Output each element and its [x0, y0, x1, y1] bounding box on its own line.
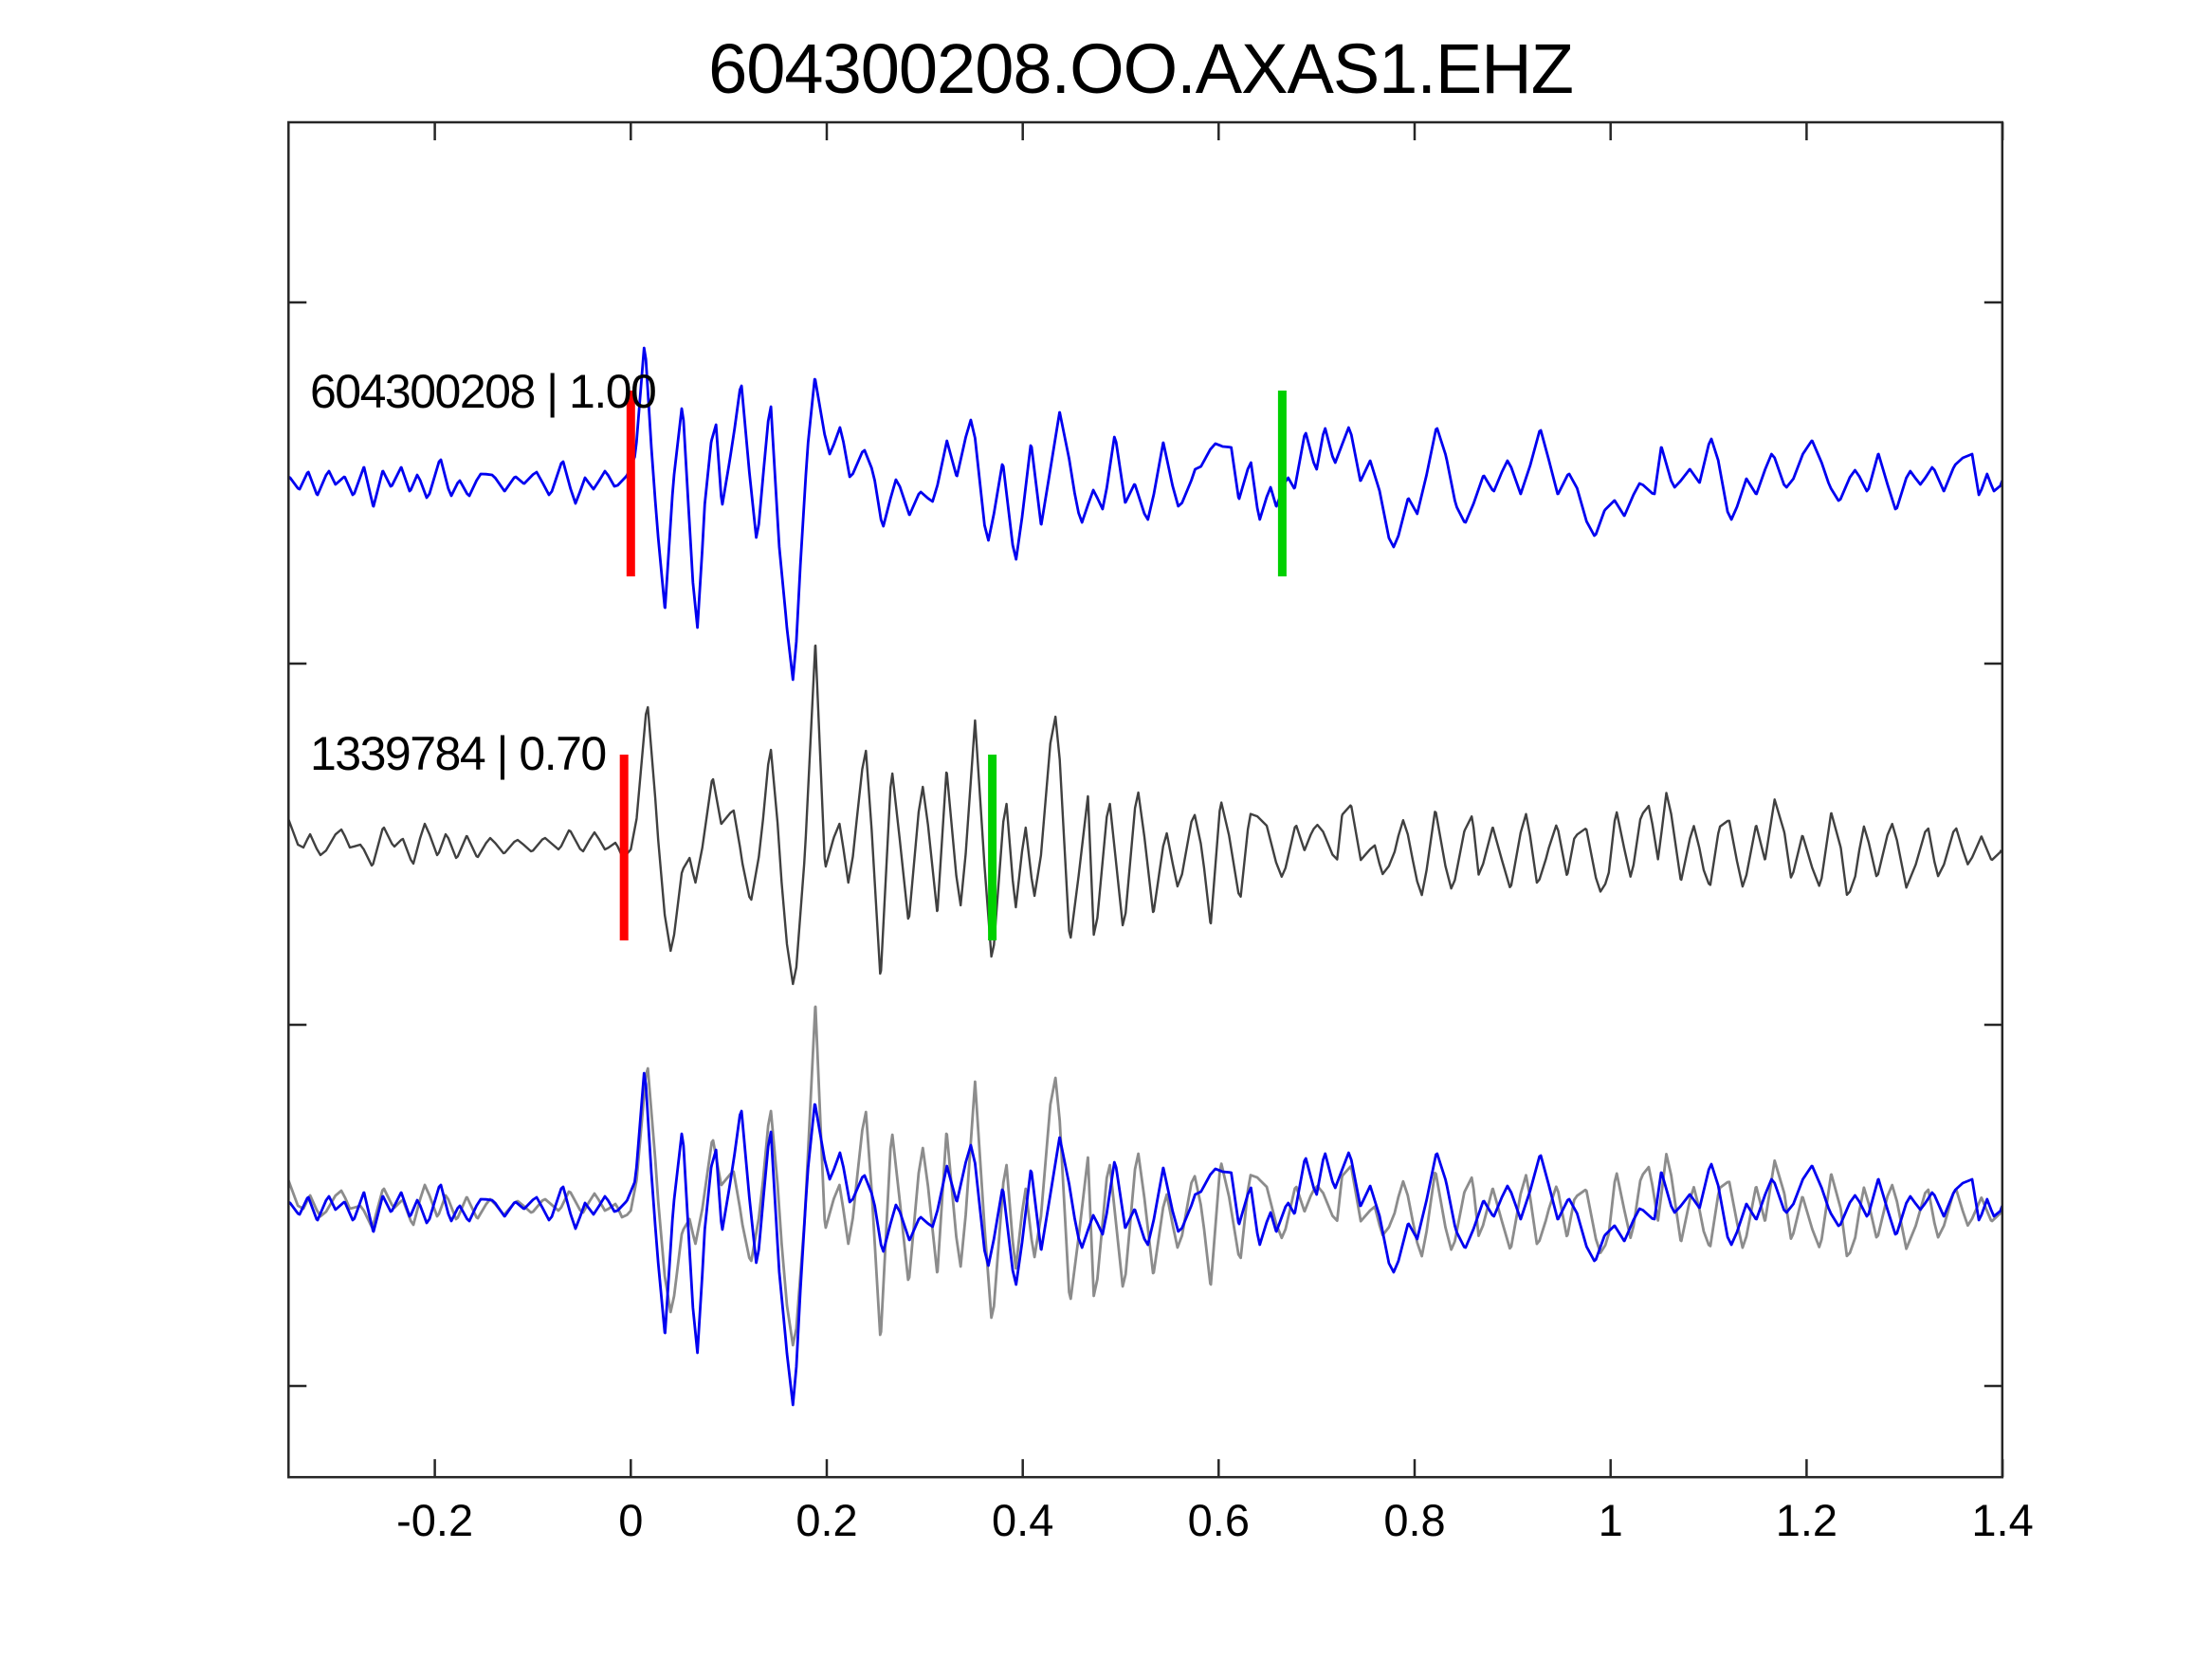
svg-text:604300208 | 1.00: 604300208 | 1.00 [310, 365, 655, 418]
svg-text:0: 0 [618, 1495, 643, 1545]
svg-text:604300208.OO.AXAS1.EHZ: 604300208.OO.AXAS1.EHZ [708, 29, 1573, 108]
svg-text:1.2: 1.2 [1776, 1495, 1837, 1545]
svg-text:0.6: 0.6 [1188, 1495, 1250, 1545]
svg-text:0.8: 0.8 [1383, 1495, 1445, 1545]
svg-text:-0.2: -0.2 [396, 1495, 473, 1545]
svg-text:1: 1 [1599, 1495, 1623, 1545]
svg-text:0.4: 0.4 [992, 1495, 1053, 1545]
svg-text:0.2: 0.2 [795, 1495, 857, 1545]
svg-text:1.4: 1.4 [1971, 1495, 2033, 1545]
svg-text:1339784 | 0.70: 1339784 | 0.70 [310, 727, 606, 780]
